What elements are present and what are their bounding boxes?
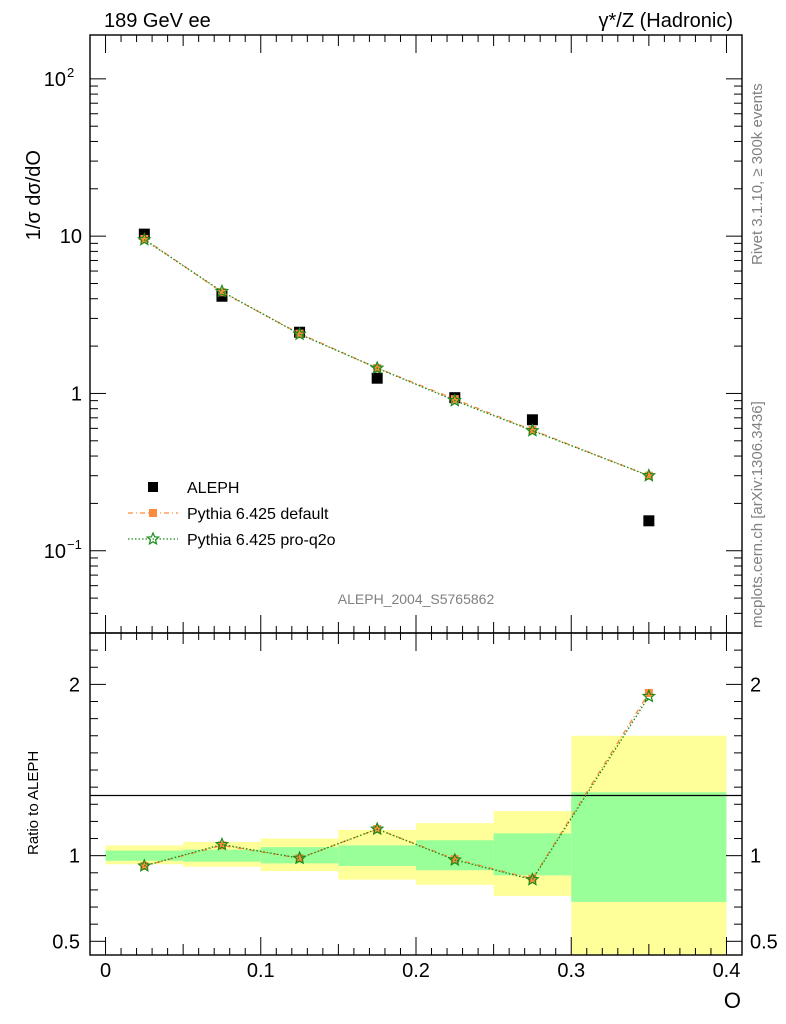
ratio-pythia-proq2o-point: [525, 872, 540, 886]
main-pythia-default-point: [644, 471, 653, 480]
ratio-ytick-label-left: 2: [69, 674, 80, 696]
main-ylabel: 1/σ dσ/dO: [23, 150, 45, 240]
ratio-band-inner: [183, 849, 261, 862]
ratio-series: [137, 688, 657, 886]
ratio-ytick-label-left: 1: [69, 846, 80, 868]
legend-pythia-proq2o-marker: [145, 531, 161, 546]
ratio-pythia-proq2o-point: [292, 850, 307, 865]
ratio-pythia-default-point: [450, 855, 459, 864]
main-pythia-proq2o-point: [525, 423, 540, 437]
main-pythia-default-point: [140, 234, 149, 243]
main-pythia-default-line: [143, 238, 650, 477]
xtick-label: 0.4: [713, 960, 741, 982]
legend-pythia-default-label: Pythia 6.425 default: [187, 506, 329, 523]
legend-aleph-marker: [148, 482, 158, 492]
ratio-band-inner: [493, 833, 572, 876]
header-left: 189 GeV ee: [104, 10, 211, 32]
main-aleph-point: [371, 372, 383, 384]
rivet-label: Rivet 3.1.10, ≥ 300k events: [749, 83, 766, 265]
ratio-pythia-proq2o-point: [447, 852, 463, 867]
ratio-pythia-proq2o-point: [369, 821, 385, 836]
ratio-pythia-proq2o-point: [137, 858, 152, 873]
ratio-bands: [105, 735, 727, 955]
legend-pythia-default-marker: [149, 509, 157, 517]
main-ytick-label: 10: [44, 69, 66, 91]
main-ytick-exponent: 2: [67, 65, 74, 80]
mcplots-label: mcplots.cern.ch [arXiv:1306.3436]: [749, 401, 766, 628]
xtick-label: 0.3: [557, 960, 585, 982]
ratio-ytick-label-right: 2: [750, 674, 761, 696]
ratio-yticks: 0.5 0.5 1 1 2 2: [52, 649, 778, 953]
ratio-ytick-label-right: 1: [750, 846, 761, 868]
ratio-pythia-default-point: [217, 841, 226, 850]
main-pythia-proq2o-point: [369, 360, 385, 375]
main-pythia-proq2o-point: [447, 393, 463, 407]
legend-aleph-label: ALEPH: [187, 480, 239, 497]
ratio-pythia-default-point: [295, 854, 304, 863]
ratio-band-inner: [571, 792, 727, 902]
main-pythia-proq2o-point: [292, 326, 307, 341]
ratio-xlabel: O: [724, 988, 741, 1013]
legend-pythia-proq2o-label: Pythia 6.425 pro-q2o: [187, 532, 336, 549]
ratio-band-inner: [105, 850, 184, 861]
ratio-pythia-proq2o-point: [214, 836, 230, 851]
ratio-ylabel: Ratio to ALEPH: [25, 751, 42, 855]
ratio-pythia-default-point: [644, 688, 653, 697]
x-ticks: 0 0.1 0.2 0.3 0.4: [100, 35, 740, 982]
main-ytick-label: 1: [71, 383, 82, 405]
ratio-band-inner: [338, 845, 416, 866]
main-aleph-point: [526, 414, 538, 426]
ratio-ytick-label-left: 0.5: [52, 931, 80, 953]
main-ytick-exponent: −1: [67, 537, 82, 552]
legend-item-pythia-default: Pythia 6.425 default: [128, 506, 329, 523]
xtick-label: 0.2: [402, 960, 430, 982]
main-aleph-point: [643, 515, 655, 527]
legend: ALEPH Pythia 6.425 default Pythia 6.425 …: [128, 480, 336, 549]
main-pythia-default-point: [295, 329, 304, 338]
main-pythia-proq2o-point: [137, 232, 152, 246]
ratio-pythia-proq2o-point: [641, 688, 657, 703]
main-pythia-default-point: [528, 426, 537, 435]
main-pythia-default-point: [217, 288, 226, 297]
main-pythia-proq2o-line: [143, 239, 650, 477]
ratio-ytick-label-right: 0.5: [750, 931, 778, 953]
legend-item-aleph: ALEPH: [148, 480, 239, 497]
main-series: [137, 228, 657, 527]
analysis-id: ALEPH_2004_S5765862: [338, 591, 495, 607]
header-right: γ*/Z (Hadronic): [599, 10, 733, 32]
main-pythia-default-point: [450, 395, 459, 404]
main-ytick-label: 10: [44, 541, 66, 563]
main-pythia-proq2o-point: [214, 283, 230, 298]
ratio-pythia-proq2o-line: [144, 696, 650, 881]
xtick-label: 0.1: [247, 960, 275, 982]
xtick-label: 0: [100, 960, 111, 982]
main-ytick-label: 10: [60, 226, 82, 248]
main-pythia-proq2o-point: [641, 468, 657, 482]
legend-item-pythia-proq2o: Pythia 6.425 pro-q2o: [128, 531, 336, 549]
